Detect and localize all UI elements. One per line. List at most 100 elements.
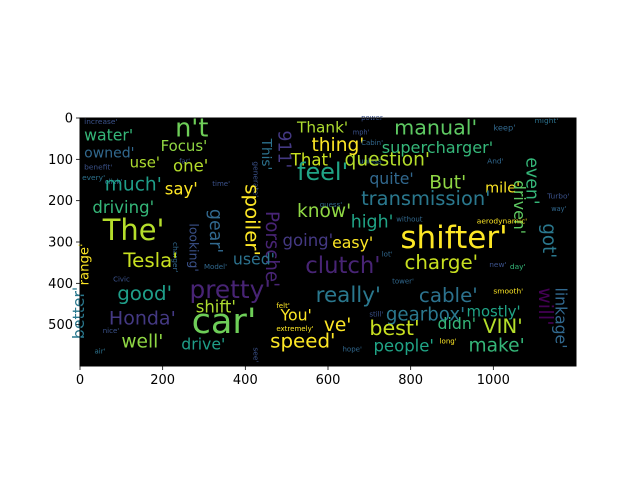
word-29: feel': [297, 158, 348, 186]
x-tick-label: 800: [398, 373, 423, 388]
x-tick-label: 200: [150, 373, 175, 388]
word-45: high': [351, 213, 394, 233]
word-87: well': [121, 331, 163, 352]
x-tick-label: 1000: [477, 373, 510, 388]
word-95: nice': [103, 326, 120, 335]
word-51: charger': [171, 242, 180, 273]
word-75: You': [279, 306, 311, 325]
word-1: water': [84, 126, 133, 145]
x-axis: 0 200 400 600 800 1000: [76, 366, 510, 388]
word-83: best': [369, 316, 419, 340]
word-28: time': [212, 179, 230, 188]
word-52: going': [283, 231, 334, 250]
wordcloud-canvas: [80, 118, 576, 366]
word-38: transmission': [361, 187, 490, 210]
word-81: extremely': [276, 324, 313, 333]
word-17: And': [487, 156, 504, 165]
word-4: keep': [493, 122, 515, 132]
word-8: 911': [273, 130, 293, 168]
word-58: used': [233, 250, 275, 269]
word-20: far': [179, 157, 190, 165]
y-tick-label: 0: [65, 112, 73, 127]
y-tick-label: 100: [48, 153, 73, 168]
word-80: car': [192, 301, 257, 342]
word-24: That': [290, 151, 333, 170]
word-13: This': [258, 138, 274, 171]
x-tick-label: 600: [316, 373, 341, 388]
word-16: unless': [359, 156, 383, 165]
word-10: Focus': [161, 137, 208, 155]
word-54: shifter': [400, 220, 507, 256]
word-31: But': [429, 172, 466, 193]
word-41: driving': [92, 198, 154, 217]
word-12: supercharger': [382, 138, 493, 157]
word-18: even': [521, 157, 541, 204]
word-89: see': [252, 347, 261, 362]
word-43: Porsche': [261, 211, 282, 287]
y-tick-label: 200: [48, 194, 73, 209]
word-70: cable': [419, 284, 478, 307]
word-30: quite': [369, 169, 413, 188]
word-71: felt': [276, 301, 289, 310]
word-19: benefit': [84, 163, 112, 172]
word-7: Thank': [296, 118, 348, 136]
word-90: speed': [270, 329, 335, 352]
word-0: increase': [84, 117, 117, 126]
word-11: thing': [311, 135, 364, 156]
word-86: long': [440, 336, 457, 345]
word-46: without: [396, 214, 423, 223]
word-74: shift': [196, 297, 236, 316]
word-15: Cabin': [361, 138, 383, 147]
word-5: might': [535, 116, 559, 125]
word-56: Tesla': [122, 249, 177, 272]
word-82: ve': [324, 315, 352, 336]
word-48: got': [538, 223, 559, 258]
x-tick-label: 0: [76, 373, 84, 388]
word-36: spoiler': [240, 184, 263, 256]
word-33: driven': [510, 180, 529, 234]
word-39: Turbo': [546, 192, 570, 201]
word-76: gearbox': [386, 305, 465, 326]
y-axis: 0 100 200 300 400 500: [48, 112, 80, 333]
word-67: tower': [392, 276, 414, 285]
word-27: click': [105, 177, 123, 186]
word-63: range': [77, 243, 92, 285]
y-tick-label: 400: [48, 277, 73, 292]
word-60: charge': [404, 251, 478, 274]
word-26: generate': [252, 161, 261, 197]
word-65: good': [117, 282, 172, 305]
word-79: Honda': [109, 308, 176, 330]
word-66: pretty': [190, 275, 272, 304]
word-9: owned': [84, 145, 134, 161]
y-tick-label: 300: [48, 236, 73, 251]
word-23: one': [173, 157, 208, 176]
word-92: people': [373, 337, 434, 356]
word-14: mph': [353, 129, 370, 137]
word-55: lot': [382, 249, 393, 258]
word-93: make': [469, 336, 525, 357]
word-22: use': [130, 154, 160, 172]
word-94: still': [369, 309, 383, 318]
word-34: much': [105, 174, 162, 195]
word-47: aerodynamic': [477, 216, 527, 225]
word-49: The': [102, 213, 165, 247]
word-25: question': [345, 150, 430, 171]
wordcloud-words: increase'water' n't manual' keep'might'powe…: [69, 113, 570, 362]
word-2: n't: [175, 114, 208, 144]
word-3: manual': [394, 116, 477, 140]
word-35: say': [165, 179, 198, 198]
word-59: clutch': [305, 253, 380, 279]
x-tick-label: 400: [233, 373, 258, 388]
word-78: better': [69, 287, 88, 339]
plot-area: increase'water' n't manual' keep'might'powe…: [69, 113, 577, 367]
word-57: Model': [204, 262, 227, 271]
word-40: way': [551, 205, 566, 213]
word-21: every': [82, 173, 105, 182]
word-42: gear': [205, 209, 225, 253]
word-77: mostly': [466, 302, 520, 320]
word-44: know': [297, 201, 351, 222]
word-50: looking': [187, 223, 202, 271]
word-68: smooth': [493, 287, 523, 296]
word-88: drive': [181, 334, 225, 353]
